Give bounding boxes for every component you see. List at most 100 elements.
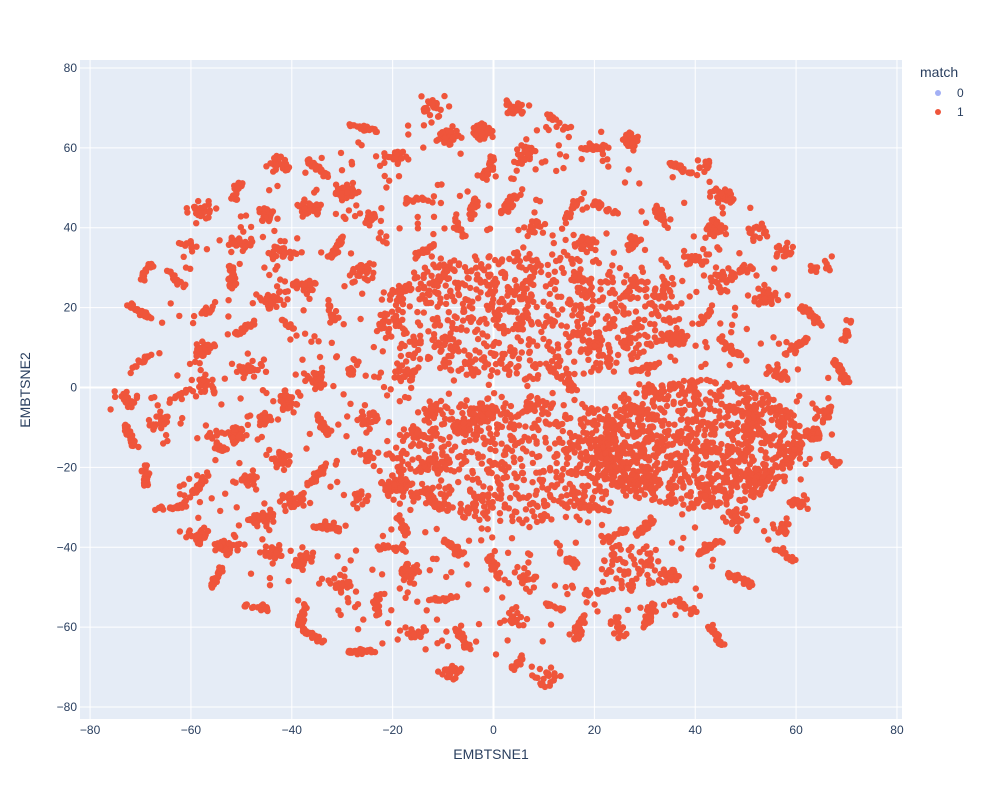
scatter-point	[641, 491, 648, 498]
scatter-point	[544, 501, 551, 509]
scatter-point	[636, 549, 643, 556]
scatter-point	[712, 425, 719, 432]
scatter-point	[613, 446, 621, 454]
scatter-point	[647, 618, 655, 625]
scatter-point	[569, 312, 576, 319]
scatter-point	[633, 389, 640, 397]
scatter-point	[758, 389, 765, 396]
scatter-point	[722, 494, 729, 501]
scatter-point	[577, 301, 584, 309]
scatter-point	[533, 256, 540, 263]
scatter-point	[638, 278, 645, 285]
scatter-point	[551, 268, 558, 275]
scatter-point	[427, 403, 434, 411]
scatter-point	[646, 428, 653, 435]
scatter-point	[334, 524, 341, 532]
scatter-point	[605, 205, 612, 213]
scatter-point	[617, 394, 625, 401]
scatter-point	[352, 190, 360, 197]
scatter-point	[425, 98, 432, 105]
scatter-point	[553, 459, 560, 467]
scatter-point	[491, 256, 499, 264]
scatter-point	[435, 339, 442, 346]
scatter-point	[553, 123, 560, 130]
scatter-point	[614, 210, 621, 217]
scatter-point	[416, 355, 424, 363]
scatter-point	[310, 524, 317, 531]
scatter-point	[504, 327, 512, 335]
scatter-point	[281, 387, 288, 394]
scatter-point	[197, 482, 204, 490]
scatter-point	[519, 108, 526, 116]
scatter-point	[133, 363, 140, 370]
scatter-point	[425, 491, 432, 499]
scatter-point	[299, 619, 306, 626]
scatter-point	[543, 399, 550, 407]
scatter-point	[550, 317, 557, 325]
scatter-point	[506, 494, 514, 502]
scatter-point	[498, 440, 505, 447]
scatter-point	[327, 251, 335, 259]
scatter-point	[458, 631, 466, 638]
scatter-point	[623, 272, 630, 279]
scatter-point	[578, 242, 586, 250]
scatter-point	[474, 326, 481, 333]
scatter-point	[713, 473, 721, 481]
scatter-point	[257, 607, 265, 614]
scatter-point	[445, 501, 452, 509]
scatter-point	[301, 330, 309, 337]
scatter-point	[468, 314, 475, 321]
scatter-point	[513, 508, 520, 516]
scatter-point	[418, 629, 426, 636]
scatter-point	[574, 318, 581, 326]
scatter-point	[373, 327, 381, 335]
scatter-point	[486, 485, 494, 492]
scatter-point	[661, 460, 668, 468]
scatter-point	[598, 352, 606, 359]
scatter-point	[231, 439, 239, 446]
scatter-point	[446, 141, 453, 148]
scatter-point	[724, 442, 731, 450]
scatter-point	[502, 416, 509, 423]
scatter-point	[643, 340, 651, 348]
scatter-point	[592, 256, 600, 264]
scatter-point	[508, 447, 516, 454]
scatter-point	[480, 340, 488, 347]
scatter-point	[681, 459, 689, 466]
scatter-point	[432, 432, 439, 439]
scatter-point	[449, 134, 456, 141]
scatter-point	[428, 442, 435, 450]
scatter-point	[541, 511, 548, 518]
scatter-point	[564, 342, 571, 350]
scatter-point	[261, 421, 268, 428]
scatter-point	[481, 440, 488, 448]
scatter-point	[442, 282, 449, 289]
scatter-point	[468, 448, 476, 456]
scatter-point	[563, 323, 570, 330]
scatter-point	[566, 296, 573, 303]
scatter-point	[474, 271, 481, 278]
scatter-point	[361, 402, 369, 409]
scatter-point	[516, 574, 524, 581]
scatter-point	[513, 249, 521, 256]
scatter-point	[487, 372, 494, 380]
scatter-point	[516, 258, 524, 265]
scatter-point	[758, 411, 765, 418]
scatter-point	[663, 396, 671, 403]
scatter-point	[485, 254, 492, 261]
scatter-point	[446, 434, 453, 441]
scatter-point	[550, 496, 557, 504]
scatter-point	[609, 430, 617, 438]
scatter-point	[475, 368, 482, 376]
scatter-point	[622, 293, 629, 300]
scatter-point	[547, 280, 554, 287]
scatter-point	[605, 507, 612, 515]
scatter-point	[467, 215, 474, 222]
scatter-point	[618, 302, 625, 309]
scatter-point	[360, 420, 367, 427]
scatter-point	[441, 415, 449, 423]
scatter-point	[461, 282, 469, 289]
scatter-point	[658, 389, 665, 397]
scatter-point	[595, 367, 602, 374]
scatter-point	[624, 329, 632, 336]
